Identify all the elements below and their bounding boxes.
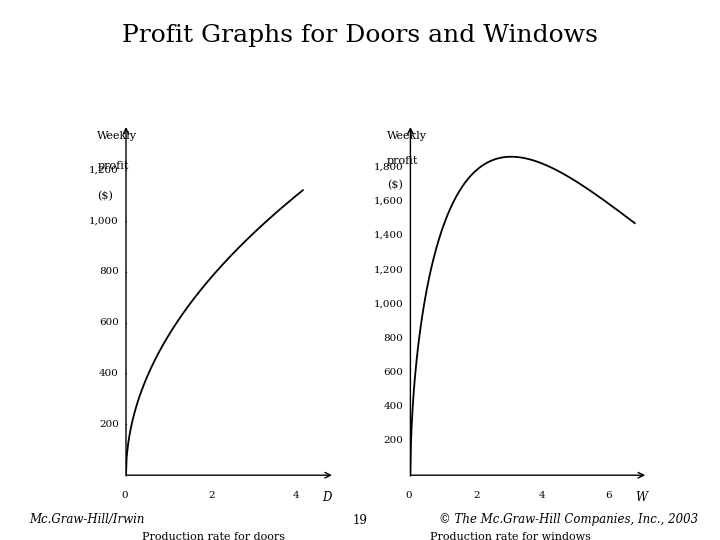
- Text: 19: 19: [353, 514, 367, 526]
- Text: 1,000: 1,000: [89, 217, 119, 225]
- Text: 800: 800: [99, 267, 119, 276]
- Text: 600: 600: [99, 318, 119, 327]
- Text: 200: 200: [99, 420, 119, 429]
- Text: 2: 2: [208, 491, 215, 500]
- Text: 1,200: 1,200: [374, 265, 403, 274]
- Text: 1,600: 1,600: [374, 197, 403, 206]
- Text: 200: 200: [383, 436, 403, 446]
- Text: 0: 0: [405, 491, 413, 500]
- Text: 400: 400: [383, 402, 403, 411]
- Text: Production rate for windows: Production rate for windows: [430, 532, 590, 540]
- Text: 1,000: 1,000: [374, 300, 403, 308]
- Text: 1,200: 1,200: [89, 165, 119, 174]
- Text: 4: 4: [293, 491, 300, 500]
- Text: 1,800: 1,800: [374, 163, 403, 172]
- Text: 800: 800: [383, 334, 403, 343]
- Text: 4: 4: [539, 491, 546, 500]
- Text: profit: profit: [387, 156, 418, 166]
- Text: 1,400: 1,400: [374, 231, 403, 240]
- Text: © The Mc.Graw-Hill Companies, Inc., 2003: © The Mc.Graw-Hill Companies, Inc., 2003: [439, 514, 698, 526]
- Text: ($): ($): [97, 191, 113, 201]
- Text: Weekly: Weekly: [97, 131, 138, 141]
- Text: Production rate for doors: Production rate for doors: [142, 532, 285, 540]
- Text: 0: 0: [121, 491, 127, 500]
- Text: W: W: [635, 491, 647, 504]
- Text: ($): ($): [387, 180, 402, 191]
- Text: Mc.Graw-Hill/Irwin: Mc.Graw-Hill/Irwin: [29, 514, 144, 526]
- Text: 6: 6: [605, 491, 612, 500]
- Text: D: D: [322, 491, 331, 504]
- Text: 400: 400: [99, 369, 119, 378]
- Text: 2: 2: [473, 491, 480, 500]
- Text: 600: 600: [383, 368, 403, 377]
- Text: Weekly: Weekly: [387, 131, 427, 141]
- Text: profit: profit: [97, 161, 129, 171]
- Text: Profit Graphs for Doors and Windows: Profit Graphs for Doors and Windows: [122, 24, 598, 48]
